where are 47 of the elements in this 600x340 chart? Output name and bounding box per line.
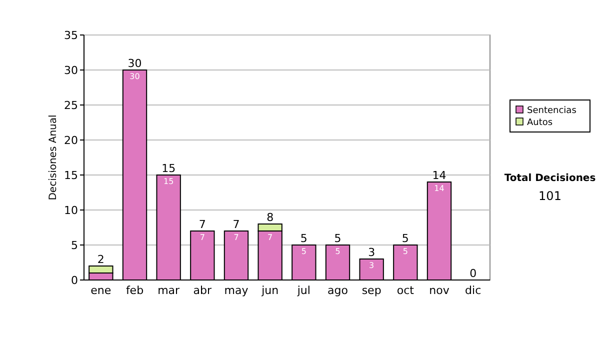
total-label: 14 — [432, 169, 446, 182]
x-tick-label: sep — [362, 284, 382, 297]
total-label: 5 — [402, 232, 409, 245]
x-tick-label: oct — [396, 284, 415, 297]
x-tick-label: ago — [328, 284, 348, 297]
legend-label: Autos — [527, 118, 553, 128]
x-tick-label: nov — [429, 284, 450, 297]
x-tick-label: dic — [465, 284, 482, 297]
y-tick-label: 0 — [71, 274, 78, 287]
total-label: 8 — [266, 211, 274, 224]
x-tick-label: jun — [260, 284, 279, 297]
y-tick-label: 25 — [64, 98, 78, 112]
y-axis-title: Decisiones Anual — [48, 114, 59, 200]
total-label: 7 — [198, 218, 206, 231]
legend-label: Sentencias — [527, 106, 577, 116]
y-tick-label: 10 — [64, 204, 78, 217]
data-label: 7 — [200, 233, 205, 242]
x-tick-label: mar — [158, 284, 180, 297]
y-tick-label: 30 — [64, 64, 78, 77]
total-label: 5 — [334, 232, 342, 245]
x-tick-label: feb — [126, 284, 144, 297]
x-tick-label: ene — [90, 284, 112, 297]
data-label: 5 — [335, 247, 340, 256]
data-label: 5 — [402, 247, 408, 256]
data-label: 7 — [234, 233, 239, 242]
x-tick-label: may — [224, 284, 249, 297]
y-tick-label: 15 — [64, 168, 78, 182]
total-label: 3 — [368, 246, 376, 259]
data-label: 3 — [369, 261, 374, 270]
x-tick-label: jul — [296, 284, 310, 297]
data-label: 5 — [301, 247, 306, 256]
total-label: 7 — [232, 218, 240, 231]
data-label: 7 — [268, 233, 273, 242]
text: Total Decisiones — [504, 173, 596, 184]
total-label: 2 — [97, 253, 104, 266]
y-tick-label: 20 — [64, 134, 78, 147]
data-label: 15 — [163, 177, 174, 186]
x-tick-label: abr — [193, 284, 212, 297]
total-label: 30 — [128, 57, 142, 70]
total-label: 15 — [162, 162, 176, 175]
text: 101 — [538, 189, 562, 203]
data-label: 14 — [434, 184, 444, 193]
data-label: 30 — [130, 72, 140, 81]
y-tick-label: 35 — [64, 28, 78, 42]
total-label: 0 — [470, 267, 477, 280]
y-tick-label: 5 — [71, 238, 78, 252]
total-label: 5 — [300, 232, 308, 245]
